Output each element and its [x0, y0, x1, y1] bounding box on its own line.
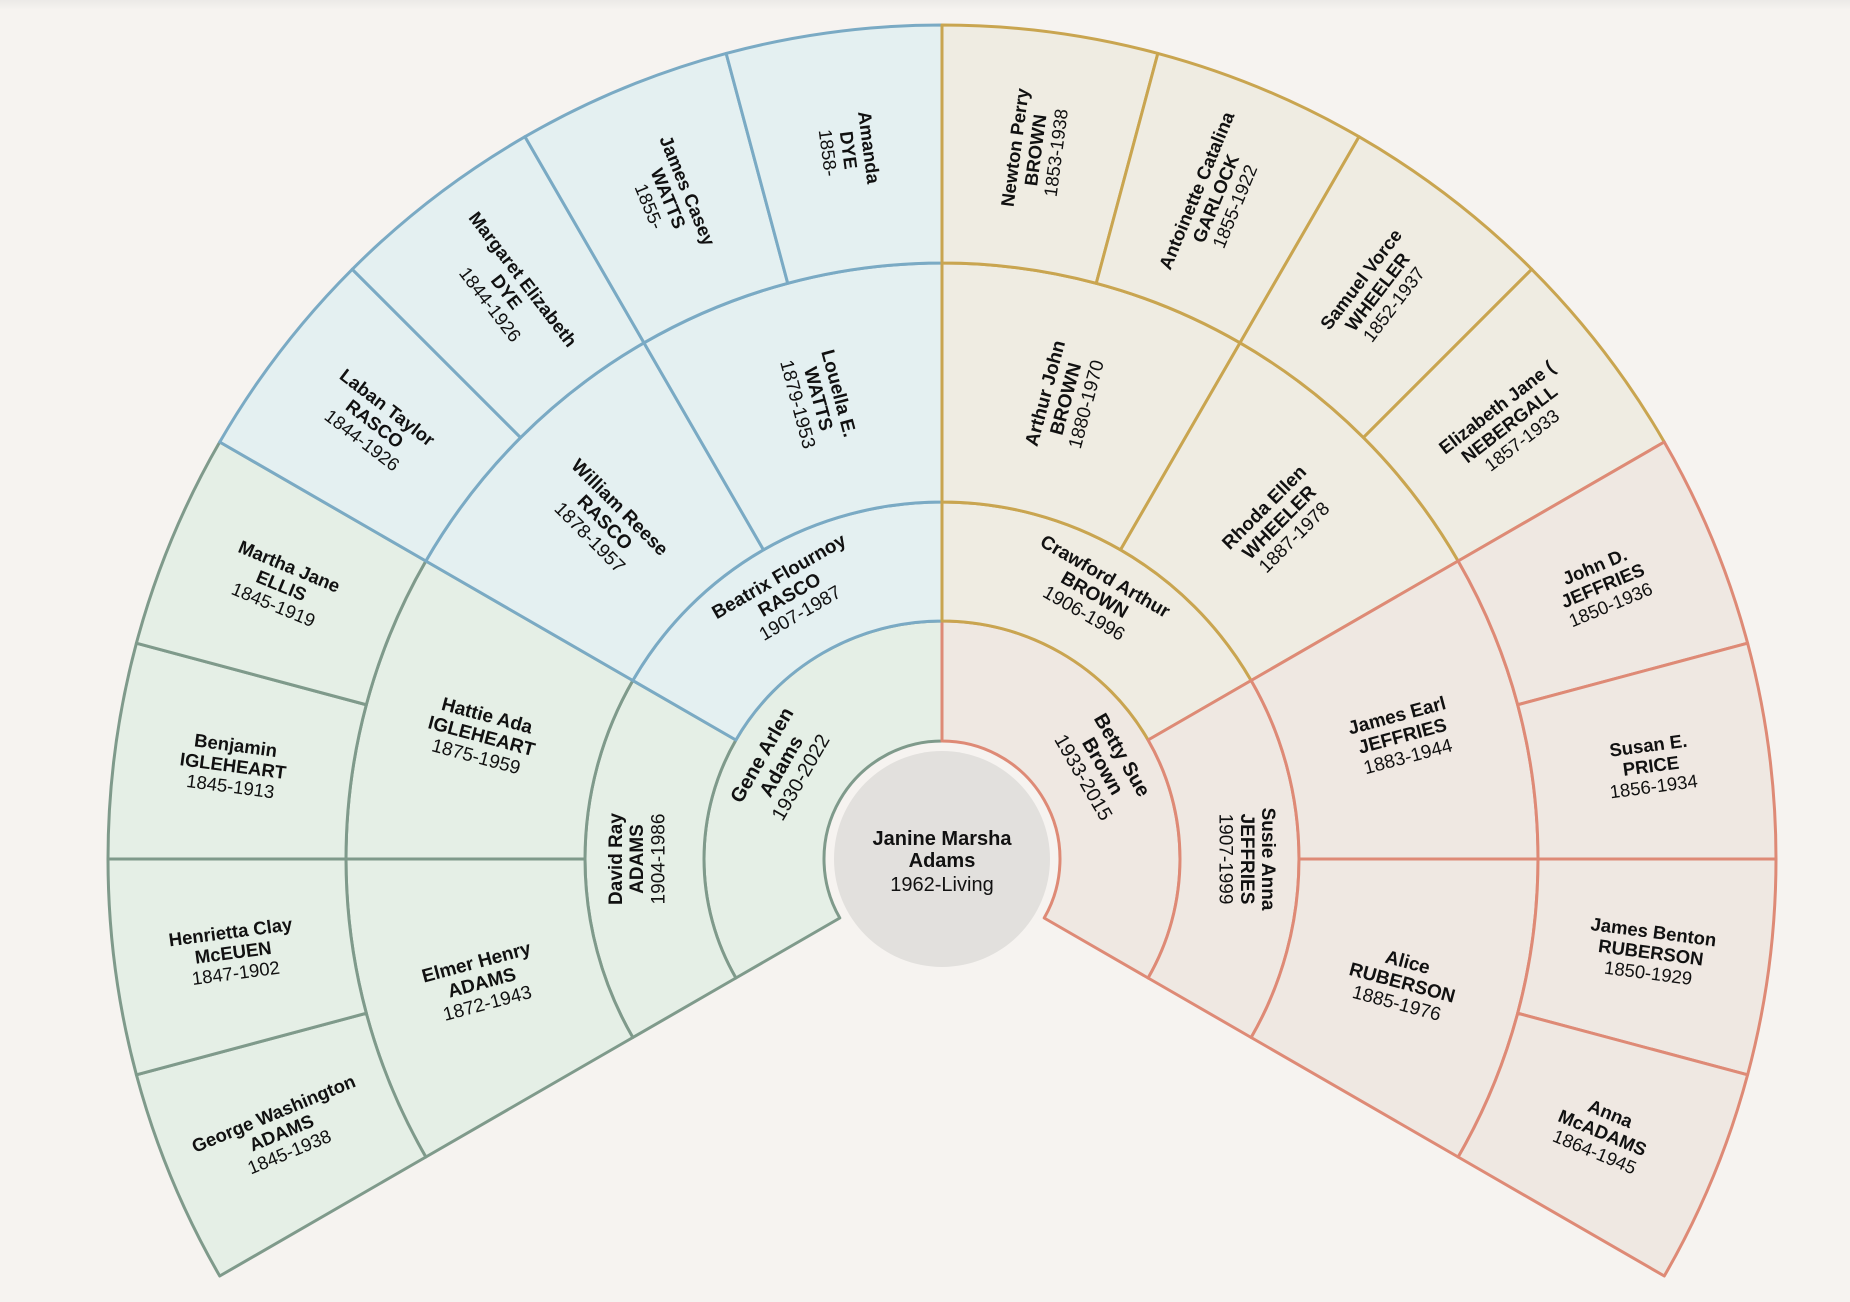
ancestor-dates: 1907-1999	[1215, 814, 1236, 905]
root-person-circle[interactable]	[834, 751, 1050, 967]
top-shade	[0, 0, 1850, 10]
ancestor-cells	[106, 23, 1778, 1278]
root-person[interactable]: Janine Marsha Adams 1962-Living	[834, 751, 1050, 967]
ancestor-surname: JEFFRIES	[1236, 814, 1257, 905]
ancestor-surname: ADAMS	[627, 824, 648, 894]
ancestor-label: David Ray ADAMS 1904-1986	[606, 813, 670, 905]
ancestor-dates: 1904-1986	[648, 814, 669, 905]
ancestor-cell[interactable]	[1456, 1011, 1750, 1278]
ancestor-surname: DYE	[836, 130, 862, 170]
ancestor-name: Susie Anna	[1257, 808, 1278, 911]
ancestor-name: David Ray	[606, 813, 627, 905]
root-person-name: Janine Marsha	[873, 828, 1013, 850]
root-person-surname: Adams	[909, 850, 976, 872]
root-person-dates: 1962-Living	[890, 874, 993, 896]
